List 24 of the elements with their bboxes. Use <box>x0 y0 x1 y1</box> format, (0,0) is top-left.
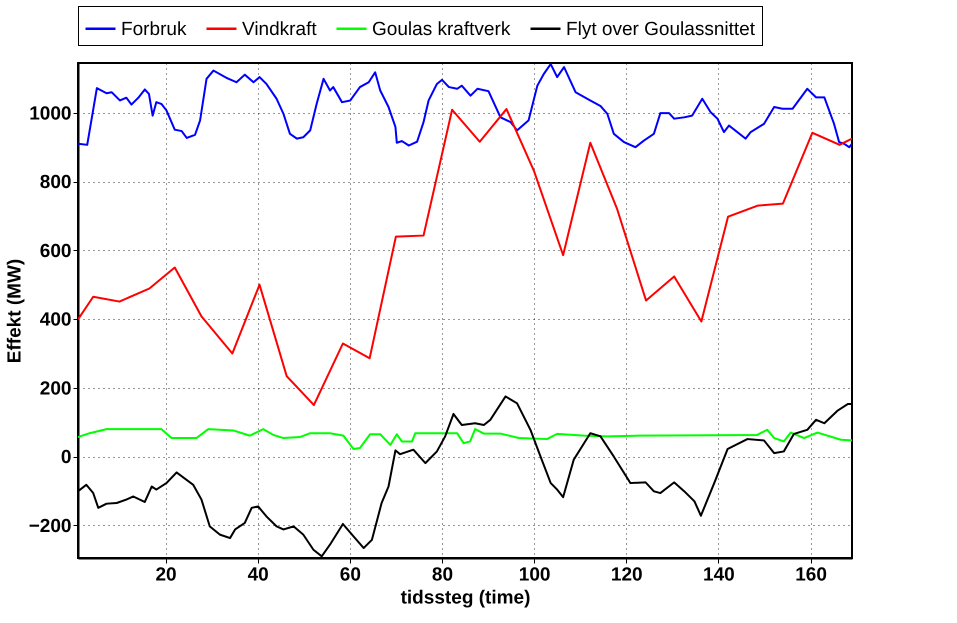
x-tick-label: 160 <box>795 564 827 586</box>
x-axis-title: tidssteg (time) <box>400 588 530 608</box>
y-tick-label: 400 <box>40 310 72 331</box>
y-tick-label: 0 <box>60 447 72 468</box>
x-tick-label: 40 <box>248 564 269 586</box>
legend-label: Goulas kraftverk <box>372 18 511 40</box>
x-tick-label: 60 <box>340 564 361 586</box>
x-tick-label: 20 <box>155 564 177 586</box>
y-tick-label: 800 <box>40 172 72 194</box>
y-axis-title: Effekt (MW) <box>4 258 26 364</box>
legend-label: Forbruk <box>121 18 187 40</box>
line-series <box>78 428 852 450</box>
x-tick-label: 120 <box>610 564 643 586</box>
y-tick-label: −200 <box>28 516 72 537</box>
legend-label: Flyt over Goulassnittet <box>566 18 756 40</box>
x-tick-label: 100 <box>518 564 550 586</box>
x-tick-label: 80 <box>432 564 454 586</box>
line-series <box>78 63 852 148</box>
y-tick-label: 1000 <box>29 103 72 124</box>
x-tick-label: 140 <box>703 564 735 586</box>
line-series <box>78 108 852 406</box>
legend-label: Vindkraft <box>242 18 318 40</box>
y-tick-label: 600 <box>40 240 72 262</box>
y-tick-label: 200 <box>40 378 72 400</box>
